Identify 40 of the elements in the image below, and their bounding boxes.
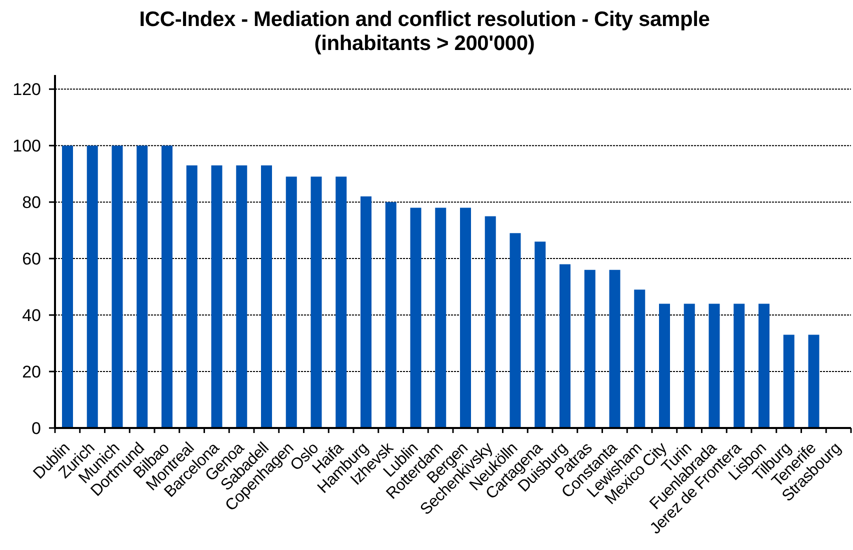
bar	[808, 334, 820, 428]
y-tick-label: 80	[22, 193, 41, 212]
bar	[261, 165, 272, 428]
bar	[659, 304, 670, 428]
bar	[112, 146, 123, 428]
bar	[783, 334, 794, 428]
bar	[236, 165, 248, 428]
y-tick-label: 40	[22, 306, 41, 326]
bar	[684, 304, 695, 428]
bar	[310, 176, 322, 428]
y-tick-label: 0	[32, 419, 41, 438]
bar	[708, 304, 720, 428]
bar	[534, 242, 546, 428]
y-tick-label: 60	[22, 250, 41, 269]
bar	[734, 304, 745, 428]
bar	[62, 146, 73, 428]
bar	[758, 304, 770, 428]
bar	[460, 208, 471, 428]
bar	[435, 208, 446, 428]
bar	[560, 264, 570, 428]
bar	[634, 290, 646, 428]
y-tick-label: 20	[22, 362, 41, 382]
bar	[86, 146, 98, 428]
y-tick-label: 120	[12, 80, 41, 100]
bar	[410, 208, 422, 428]
bar	[484, 216, 496, 428]
chart-subtitle: (inhabitants > 200'000)	[313, 32, 536, 56]
bar	[211, 165, 222, 428]
bar	[186, 165, 198, 428]
chart-title: ICC-Index - Mediation and conflict resolution - City sample	[138, 8, 711, 32]
bar	[336, 176, 347, 428]
bar	[609, 270, 620, 428]
bar	[385, 202, 396, 428]
bar	[584, 270, 596, 428]
bar	[162, 146, 172, 428]
bar	[510, 233, 521, 428]
bar	[360, 196, 372, 428]
y-tick-label: 100	[12, 136, 41, 156]
bar	[286, 176, 297, 428]
bar	[136, 146, 148, 428]
